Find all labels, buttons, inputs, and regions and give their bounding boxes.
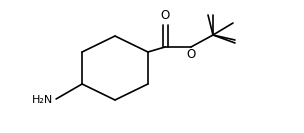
Text: H₂N: H₂N	[32, 95, 53, 105]
Text: O: O	[186, 48, 196, 61]
Text: O: O	[161, 9, 170, 22]
